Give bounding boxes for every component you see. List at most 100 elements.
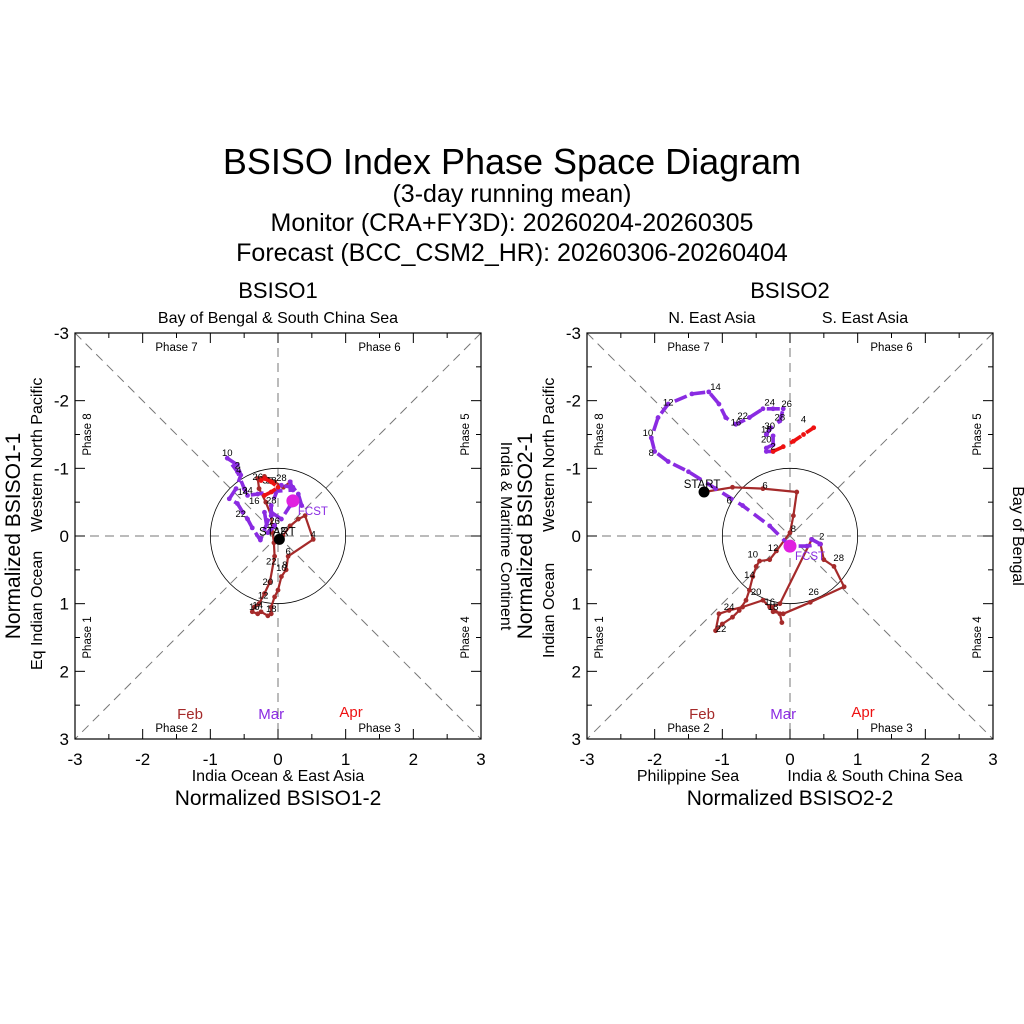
phase-7-label: Phase 7 <box>155 342 197 354</box>
day-label: 16 <box>249 602 260 613</box>
data-point <box>267 579 273 585</box>
data-point <box>258 537 263 543</box>
x-tick-label: -1 <box>715 750 730 769</box>
data-point <box>794 489 800 495</box>
y-axis-title: Normalized BSISO1-1 <box>2 433 25 640</box>
phase-6-label: Phase 6 <box>870 342 912 354</box>
day-label: 6 <box>762 481 767 492</box>
phase-8-label: Phase 8 <box>594 413 606 455</box>
data-point <box>287 479 293 485</box>
fcst-marker <box>783 539 797 553</box>
data-point <box>777 611 783 617</box>
phase-2-label: Phase 2 <box>155 723 197 735</box>
y-tick-label: -3 <box>54 324 69 343</box>
data-point <box>770 406 776 412</box>
data-point <box>743 597 749 603</box>
data-point <box>245 493 250 498</box>
data-point <box>249 525 255 531</box>
y-tick-label: 0 <box>60 527 69 546</box>
region-label-bottom-left: Philippine Sea <box>637 768 739 785</box>
data-point <box>255 611 261 617</box>
fcst-label: FCST <box>298 506 328 518</box>
data-point <box>780 406 786 412</box>
day-label: 6 <box>726 496 731 507</box>
data-point <box>811 425 817 431</box>
day-label: 16 <box>249 496 260 507</box>
data-point <box>730 484 735 490</box>
series-mar: 24101416182224262830 <box>222 448 305 543</box>
start-marker <box>273 533 285 545</box>
day-label: 22 <box>737 411 748 422</box>
phase-1-label: Phase 1 <box>82 616 94 658</box>
start-label: START <box>684 479 721 491</box>
data-point <box>258 478 264 483</box>
x-tick-label: 0 <box>273 750 282 769</box>
data-point <box>265 613 271 619</box>
data-point <box>295 491 301 497</box>
series-apr: 24 <box>770 414 817 454</box>
subtitle-monitor: Monitor (CRA+FY3D): 20260204-20260305 <box>271 209 754 237</box>
data-point <box>285 553 291 559</box>
data-point <box>648 435 654 441</box>
data-point <box>841 584 847 590</box>
data-point <box>726 608 732 613</box>
data-point <box>763 432 769 437</box>
data-point <box>652 449 658 454</box>
data-point <box>770 433 776 439</box>
data-point <box>275 484 281 490</box>
day-label: 28 <box>833 553 844 564</box>
day-label: 28 <box>775 412 786 423</box>
data-point <box>255 491 261 497</box>
data-point <box>740 503 746 508</box>
data-point <box>302 513 308 519</box>
data-point <box>767 557 773 563</box>
x-tick-label: 1 <box>341 750 350 769</box>
day-label: 28 <box>276 473 287 484</box>
panel-title: BSISO2 <box>750 278 829 303</box>
data-point <box>287 523 293 529</box>
day-label: 10 <box>276 563 287 574</box>
data-point <box>310 536 316 542</box>
data-point <box>278 574 284 579</box>
data-point <box>235 501 240 506</box>
unit-circle <box>721 467 859 605</box>
data-point <box>807 599 813 605</box>
day-label: 12 <box>663 397 674 408</box>
data-point <box>262 509 267 515</box>
day-label: 26 <box>781 399 792 410</box>
data-point <box>770 449 776 454</box>
start-marker <box>698 486 710 498</box>
day-label: 24 <box>724 602 735 613</box>
month-legend-mar: Mar <box>258 706 284 723</box>
data-point <box>233 486 239 492</box>
day-label: 26 <box>269 516 280 527</box>
day-label: 20 <box>751 587 762 598</box>
region-label-left-inner: Western North Pacific <box>29 378 46 532</box>
data-point <box>770 442 776 448</box>
y-tick-label: -1 <box>54 459 69 478</box>
data-point <box>299 503 305 508</box>
unit-circle <box>209 467 347 605</box>
data-point <box>733 421 739 427</box>
y-tick-label: -3 <box>566 324 581 343</box>
y-tick-label: -1 <box>566 459 581 478</box>
data-point <box>268 604 274 610</box>
data-point <box>736 608 742 613</box>
day-label: 14 <box>744 570 755 581</box>
data-point <box>245 516 250 522</box>
data-point <box>235 469 240 475</box>
data-point <box>275 587 281 593</box>
day-label: 2 <box>770 441 775 452</box>
data-point <box>713 628 718 634</box>
data-point <box>821 557 827 563</box>
region-label-top: Bay of Bengal & South China Sea <box>158 310 398 327</box>
data-point <box>780 444 786 450</box>
day-label: 22 <box>716 624 727 635</box>
day-label: 6 <box>286 546 291 557</box>
data-point <box>801 432 806 437</box>
phase-4-label: Phase 4 <box>460 616 472 659</box>
data-point <box>689 391 695 397</box>
data-point <box>787 530 793 536</box>
y-tick-label: 3 <box>60 730 69 749</box>
